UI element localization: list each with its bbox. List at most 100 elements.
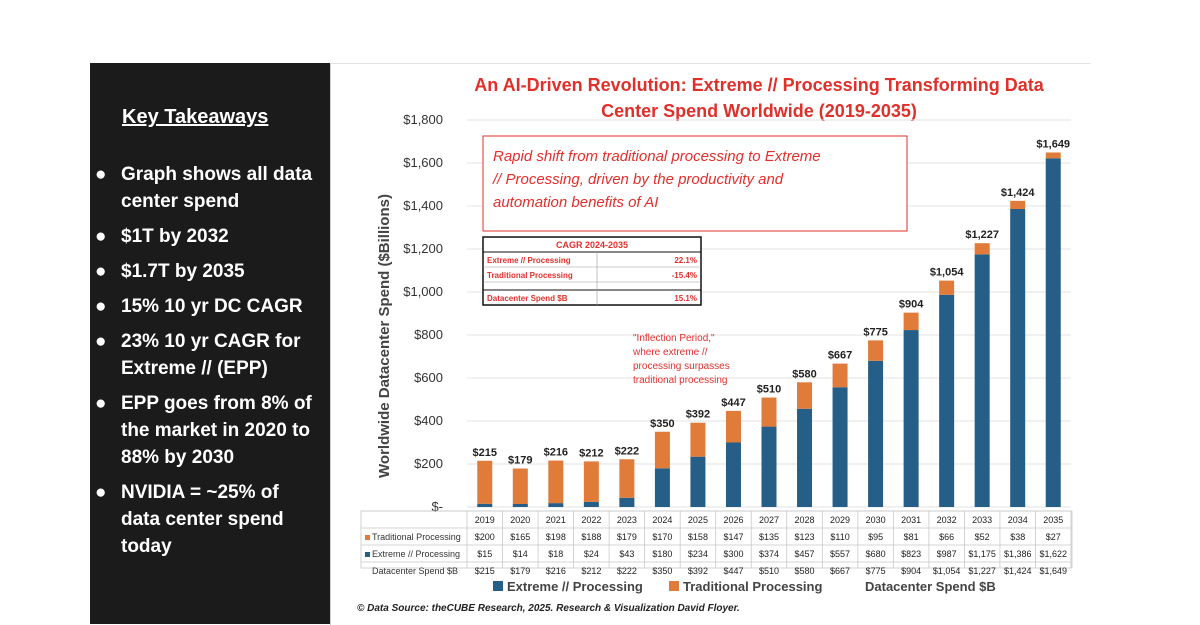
total-data-label: $216 [544,447,568,459]
bar-traditional-processing [725,410,741,443]
table-cell-total: $667 [830,566,850,576]
table-cell-traditional: $110 [830,532,849,542]
bullet-icon: ● [95,296,107,317]
legend-label-extreme: Extreme // Processing [507,579,643,594]
table-cell-total: $212 [581,566,601,576]
takeaway-text: Graph shows all data center spend [121,164,313,212]
bar-traditional-processing [832,363,848,388]
bar-extreme-processing [619,497,635,507]
table-cell-extreme: $1,175 [968,549,996,559]
table-cell-extreme: $180 [652,549,672,559]
list-item: ● 15% 10 yr DC CAGR [90,293,321,320]
table-cell-extreme: $823 [901,549,921,559]
table-cell-total: $775 [866,566,886,576]
takeaway-text: $1T by 2032 [121,226,229,247]
table-year: 2032 [937,515,957,525]
legend-swatch-extreme [493,581,503,591]
list-item: ● $1T by 2032 [90,223,321,250]
table-cell-total: $447 [723,566,743,576]
total-data-label: $1,227 [965,229,999,241]
list-item: ● 23% 10 yr CAGR for Extreme // (EPP) [90,328,321,382]
table-cell-total: $392 [688,566,708,576]
table-cell-traditional: $147 [723,532,743,542]
bar-extreme-processing [1010,209,1026,507]
table-cell-traditional: $52 [975,532,990,542]
table-cell-total: $510 [759,566,779,576]
table-cell-traditional: $200 [475,532,495,542]
bar-traditional-processing [619,459,635,498]
bar-traditional-processing [690,422,706,457]
bar-traditional-processing [1045,152,1061,159]
bar-traditional-processing [583,461,599,502]
total-data-label: $904 [899,299,924,311]
table-cell-traditional: $81 [904,532,919,542]
table-row-label-extreme: Extreme // Processing [372,549,460,559]
total-data-label: $580 [792,368,816,380]
bullet-icon: ● [95,331,107,352]
legend-label-totals: Datacenter Spend $B [865,579,996,594]
total-data-label: $1,054 [930,266,965,278]
table-cell-extreme: $24 [584,549,599,559]
table-cell-total: $1,227 [968,566,996,576]
table-cell-traditional: $123 [795,532,815,542]
table-cell-extreme: $300 [723,549,743,559]
table-cell-traditional: $165 [510,532,530,542]
table-cell-total: $216 [546,566,566,576]
takeaway-text: 15% 10 yr DC CAGR [121,296,303,317]
chart-canvas: An AI-Driven Revolution: Extreme // Proc… [357,75,1073,614]
inflection-line-4: traditional processing [633,375,728,386]
table-cell-total: $179 [510,566,530,576]
table-cell-traditional: $135 [759,532,779,542]
bar-extreme-processing [903,330,919,507]
table-year: 2021 [546,515,566,525]
takeaway-text: 23% 10 yr CAGR for Extreme // (EPP) [121,331,301,379]
table-cell-extreme: $15 [477,549,492,559]
table-cell-traditional: $38 [1010,532,1025,542]
bar-traditional-processing [761,397,777,427]
table-row-label-totals: Datacenter Spend $B [372,566,458,576]
table-year: 2024 [652,515,672,525]
bullet-icon: ● [95,226,107,247]
table-year: 2035 [1043,515,1063,525]
cagr-row-label: Datacenter Spend $B [487,294,568,303]
bullet-icon: ● [95,393,107,414]
table-cell-extreme: $14 [513,549,528,559]
cagr-row-label: Traditional Processing [487,271,573,280]
chart-panel: An AI-Driven Revolution: Extreme // Proc… [330,63,1091,625]
table-cell-extreme: $680 [866,549,886,559]
bar-extreme-processing [477,503,493,507]
list-item: ● Graph shows all data center spend [90,161,321,215]
bar-extreme-processing [868,360,884,507]
table-cell-total: $350 [652,566,672,576]
table-year: 2028 [795,515,815,525]
bar-extreme-processing [832,387,848,507]
bar-traditional-processing [939,280,955,295]
y-tick-label: $200 [414,456,443,471]
table-year: 2033 [972,515,992,525]
table-year: 2027 [759,515,779,525]
y-tick-label: $1,800 [403,112,443,127]
bar-traditional-processing [797,382,813,409]
table-year: 2031 [901,515,921,525]
bar-extreme-processing [1045,158,1061,507]
table-cell-traditional: $27 [1046,532,1061,542]
list-item: ● $1.7T by 2035 [90,258,321,285]
table-cell-extreme: $374 [759,549,779,559]
table-cell-traditional: $95 [868,532,883,542]
table-cell-total: $215 [475,566,495,576]
table-cell-extreme: $457 [795,549,815,559]
bar-traditional-processing [903,312,919,331]
bar-extreme-processing [974,254,990,507]
table-cell-total: $222 [617,566,637,576]
table-cell-extreme: $18 [548,549,563,559]
bullet-icon: ● [95,164,107,185]
bar-extreme-processing [761,426,777,507]
y-tick-label: $800 [414,327,443,342]
total-data-label: $1,649 [1036,138,1070,150]
total-data-label: $215 [473,447,497,459]
bar-extreme-processing [725,442,741,507]
bar-extreme-processing [548,503,564,507]
y-tick-label: $600 [414,370,443,385]
total-data-label: $447 [721,397,745,409]
table-year: 2019 [475,515,495,525]
